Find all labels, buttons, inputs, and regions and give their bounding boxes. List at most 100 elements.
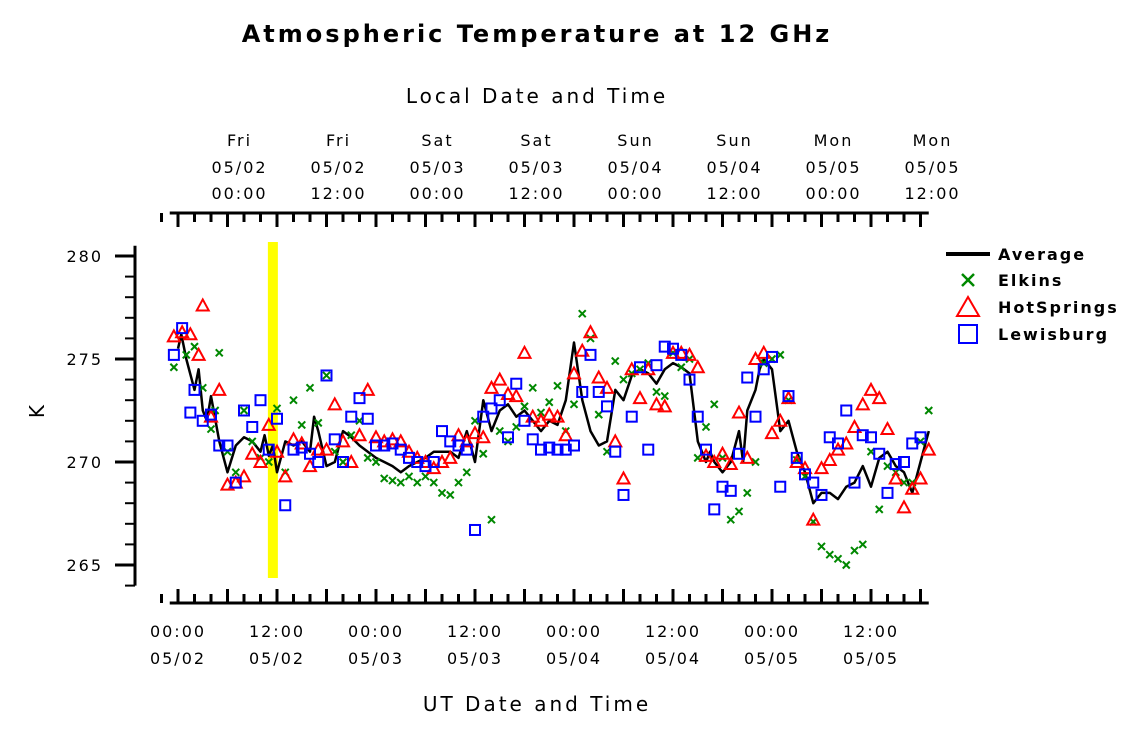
legend-swatch-elkins xyxy=(961,273,975,287)
hotsprings-point xyxy=(492,371,508,386)
top-tick-day: Fri xyxy=(227,131,252,150)
lewisburg-point xyxy=(551,443,564,456)
lewisburg-point xyxy=(691,410,704,423)
chart-title: Atmospheric Temperature at 12 GHz xyxy=(242,20,833,48)
hotsprings-point xyxy=(360,381,376,396)
bottom-tick-date: 05/03 xyxy=(447,649,503,668)
top-tick-time: 12:00 xyxy=(904,184,960,203)
lewisburg-point xyxy=(320,369,333,382)
bottom-tick-date: 05/04 xyxy=(645,649,701,668)
lewisburg-point xyxy=(184,406,197,419)
series-line-average xyxy=(176,333,931,505)
lewisburg-point xyxy=(584,348,597,361)
top-tick-day: Fri xyxy=(326,131,351,150)
hotsprings-point xyxy=(549,408,566,423)
lewisburg-point xyxy=(213,439,226,452)
elkins-point xyxy=(396,478,405,487)
lewisburg-point xyxy=(889,458,902,471)
lewisburg-point xyxy=(733,447,745,460)
top-tick-time: 12:00 xyxy=(508,184,564,203)
lewisburg-point xyxy=(683,373,696,386)
hotsprings-point xyxy=(805,511,821,526)
top-tick-date: 05/03 xyxy=(409,158,465,177)
hotsprings-point xyxy=(714,445,731,460)
hotsprings-point xyxy=(483,379,500,394)
elkins-point xyxy=(437,488,447,498)
elkins-point xyxy=(289,395,298,405)
hotsprings-point xyxy=(236,468,252,483)
elkins-point xyxy=(338,457,348,467)
legend-label-elkins: Elkins xyxy=(998,271,1063,290)
hotsprings-point xyxy=(211,381,227,396)
hotsprings-point xyxy=(904,480,920,495)
elkins-point xyxy=(429,478,438,487)
hotsprings-point xyxy=(541,406,557,421)
elkins-point xyxy=(817,542,826,551)
elkins-point xyxy=(231,468,240,477)
lewisburg-point xyxy=(386,437,399,450)
legend-swatch-lewisburg xyxy=(958,324,978,344)
elkins-point xyxy=(710,400,719,409)
series-lewisburg xyxy=(167,322,927,536)
hotsprings-point xyxy=(822,451,838,466)
elkins-point xyxy=(404,472,414,481)
lewisburg-point xyxy=(757,363,770,376)
hotsprings-point xyxy=(591,369,607,384)
lewisburg-point xyxy=(832,437,844,450)
elkins-point xyxy=(454,478,463,487)
hotsprings-point xyxy=(912,470,929,485)
lewisburg-point xyxy=(427,456,440,468)
lewisburg-point xyxy=(460,443,473,456)
lewisburg-point xyxy=(856,429,869,442)
lewisburg-point xyxy=(221,439,234,452)
top-tick-date: 05/04 xyxy=(706,158,762,177)
elkins-point xyxy=(371,457,381,467)
lewisburg-point xyxy=(675,348,688,361)
lewisburg-point xyxy=(254,394,267,407)
hotsprings-point xyxy=(558,427,574,442)
hotsprings-point xyxy=(896,499,912,514)
lewisburg-point xyxy=(176,322,189,335)
lewisburg-point xyxy=(167,348,180,361)
bottom-tick-date: 05/02 xyxy=(249,649,305,668)
elkins-point xyxy=(413,478,422,487)
elkins-point xyxy=(314,418,323,428)
lewisburg-point xyxy=(642,443,655,456)
elkins-point xyxy=(272,404,282,413)
hotsprings-point xyxy=(871,390,887,405)
hotsprings-point xyxy=(442,449,458,464)
hotsprings-point xyxy=(566,365,582,380)
lewisburg-point xyxy=(658,340,671,353)
lewisburg-point xyxy=(708,503,721,516)
top-tick-day: Sun xyxy=(716,131,752,150)
bottom-tick-time: 12:00 xyxy=(645,622,701,641)
hotsprings-point xyxy=(615,470,632,485)
hotsprings-point xyxy=(706,453,722,468)
bottom-tick-date: 05/03 xyxy=(348,649,404,668)
elkins-point xyxy=(380,474,389,483)
lewisburg-point xyxy=(353,392,366,405)
elkins-point xyxy=(875,505,884,514)
hotsprings-point xyxy=(607,433,623,448)
lewisburg-point xyxy=(469,523,481,536)
y-axis-title: K xyxy=(25,402,49,418)
lewisburg-point xyxy=(914,431,927,444)
lewisburg-point xyxy=(279,499,292,512)
hotsprings-point xyxy=(648,396,665,411)
lewisburg-point xyxy=(543,441,556,454)
lewisburg-point xyxy=(526,433,539,446)
bottom-tick-time: 12:00 xyxy=(249,622,305,641)
lewisburg-point xyxy=(823,431,836,444)
elkins-point xyxy=(660,391,669,401)
hotsprings-point xyxy=(351,427,368,442)
hotsprings-point xyxy=(244,445,260,460)
elkins-point xyxy=(701,422,711,432)
elkins-point xyxy=(363,453,372,463)
hotsprings-point xyxy=(195,297,211,312)
lewisburg-point xyxy=(807,476,820,489)
lewisburg-point xyxy=(246,420,259,433)
elkins-point xyxy=(520,402,529,411)
lewisburg-point xyxy=(881,486,894,499)
hotsprings-point xyxy=(789,453,805,468)
